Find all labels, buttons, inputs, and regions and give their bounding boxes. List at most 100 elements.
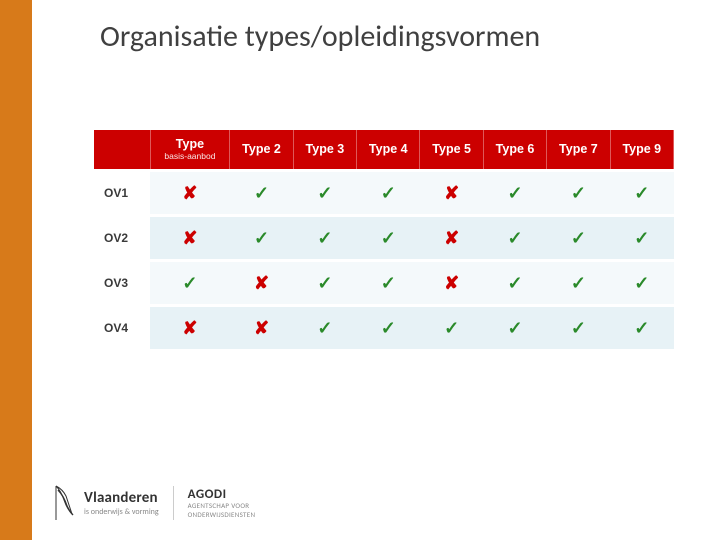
row-label: OV2 (94, 216, 150, 261)
cell-check: ✓ (547, 306, 610, 350)
check-icon: ✓ (381, 183, 396, 203)
table-row: OV2 ✘ ✓ ✓ ✓ ✘ ✓ ✓ ✓ (94, 216, 674, 261)
cell-check: ✓ (230, 171, 293, 216)
header-col: Typebasis-aanbod (150, 130, 230, 171)
cross-icon: ✘ (182, 318, 197, 338)
cell-check: ✓ (357, 306, 420, 350)
header-main: Type (155, 138, 226, 152)
header-main: Type 5 (424, 143, 478, 157)
cross-icon: ✘ (444, 228, 459, 248)
cross-icon: ✘ (182, 228, 197, 248)
check-icon: ✓ (317, 273, 332, 293)
cell-check: ✓ (150, 261, 230, 306)
cross-icon: ✘ (444, 183, 459, 203)
check-icon: ✓ (182, 273, 197, 293)
cell-cross: ✘ (420, 261, 483, 306)
cell-check: ✓ (357, 171, 420, 216)
cross-icon: ✘ (182, 183, 197, 203)
check-icon: ✓ (507, 228, 522, 248)
check-icon: ✓ (317, 318, 332, 338)
header-col: Type 5 (420, 130, 483, 171)
agodi-name: AGODI (188, 487, 256, 502)
header-main: Type 2 (234, 143, 288, 157)
cell-check: ✓ (610, 261, 673, 306)
lion-icon (52, 484, 78, 522)
header-sub: basis-aanbod (155, 152, 226, 161)
vlaanderen-text: Vlaanderen is onderwijs & vorming (84, 489, 159, 517)
cell-check: ✓ (230, 216, 293, 261)
check-icon: ✓ (571, 273, 586, 293)
check-icon: ✓ (381, 228, 396, 248)
vlaanderen-tagline: is onderwijs & vorming (84, 507, 159, 517)
footer: Vlaanderen is onderwijs & vorming AGODI … (52, 484, 255, 522)
cell-check: ✓ (610, 306, 673, 350)
cross-icon: ✘ (254, 273, 269, 293)
header-col: Type 9 (610, 130, 673, 171)
cell-cross: ✘ (230, 306, 293, 350)
cell-check: ✓ (293, 306, 356, 350)
row-label: OV4 (94, 306, 150, 350)
slide: Organisatie types/opleidingsvormen Typeb… (0, 0, 720, 540)
row-label: OV1 (94, 171, 150, 216)
cell-check: ✓ (610, 171, 673, 216)
cell-check: ✓ (483, 306, 546, 350)
types-table: Typebasis-aanbodType 2Type 3Type 4Type 5… (94, 130, 674, 349)
cell-check: ✓ (483, 171, 546, 216)
cell-cross: ✘ (420, 216, 483, 261)
check-icon: ✓ (571, 183, 586, 203)
cell-cross: ✘ (230, 261, 293, 306)
header-col: Type 3 (293, 130, 356, 171)
cell-check: ✓ (293, 261, 356, 306)
header-blank (94, 130, 150, 171)
check-icon: ✓ (634, 318, 649, 338)
vlaanderen-name: Vlaanderen (84, 489, 159, 507)
check-icon: ✓ (317, 228, 332, 248)
check-icon: ✓ (254, 228, 269, 248)
check-icon: ✓ (634, 228, 649, 248)
cell-check: ✓ (547, 171, 610, 216)
cell-cross: ✘ (420, 171, 483, 216)
table-row: OV3✓✘✓✓✘✓✓✓ (94, 261, 674, 306)
cell-check: ✓ (483, 261, 546, 306)
header-main: Type 9 (615, 143, 669, 157)
agodi-sub2: ONDERWIJSDIENSTEN (188, 511, 256, 519)
check-icon: ✓ (381, 273, 396, 293)
cell-check: ✓ (293, 216, 356, 261)
check-icon: ✓ (381, 318, 396, 338)
table-row: OV1 ✘ ✓ ✓ ✓ ✘ ✓ ✓ ✓ (94, 171, 674, 216)
cross-icon: ✘ (254, 318, 269, 338)
cross-icon: ✘ (444, 273, 459, 293)
footer-divider (173, 486, 174, 520)
check-icon: ✓ (317, 183, 332, 203)
header-main: Type 7 (551, 143, 605, 157)
cell-check: ✓ (357, 261, 420, 306)
cell-cross: ✘ (150, 306, 230, 350)
cell-check: ✓ (547, 216, 610, 261)
left-accent-stripe (0, 0, 32, 540)
check-icon: ✓ (634, 273, 649, 293)
slide-title: Organisatie types/opleidingsvormen (100, 18, 540, 55)
table-header: Typebasis-aanbodType 2Type 3Type 4Type 5… (94, 130, 674, 171)
table-row: OV4 ✘ ✘ ✓ ✓ ✓ ✓ ✓ ✓ (94, 306, 674, 350)
cell-check: ✓ (357, 216, 420, 261)
header-col: Type 6 (483, 130, 546, 171)
cell-check: ✓ (293, 171, 356, 216)
cell-check: ✓ (547, 261, 610, 306)
check-icon: ✓ (444, 318, 459, 338)
check-icon: ✓ (254, 183, 269, 203)
header-main: Type 3 (298, 143, 352, 157)
cell-cross: ✘ (150, 171, 230, 216)
agodi-block: AGODI AGENTSCHAP VOOR ONDERWIJSDIENSTEN (188, 487, 256, 519)
header-col: Type 7 (547, 130, 610, 171)
cell-cross: ✘ (150, 216, 230, 261)
vlaanderen-logo: Vlaanderen is onderwijs & vorming (52, 484, 159, 522)
cell-check: ✓ (483, 216, 546, 261)
check-icon: ✓ (507, 183, 522, 203)
header-main: Type 6 (488, 143, 542, 157)
matrix-table-container: Typebasis-aanbodType 2Type 3Type 4Type 5… (94, 130, 674, 349)
check-icon: ✓ (507, 273, 522, 293)
check-icon: ✓ (507, 318, 522, 338)
cell-check: ✓ (610, 216, 673, 261)
check-icon: ✓ (571, 228, 586, 248)
check-icon: ✓ (634, 183, 649, 203)
